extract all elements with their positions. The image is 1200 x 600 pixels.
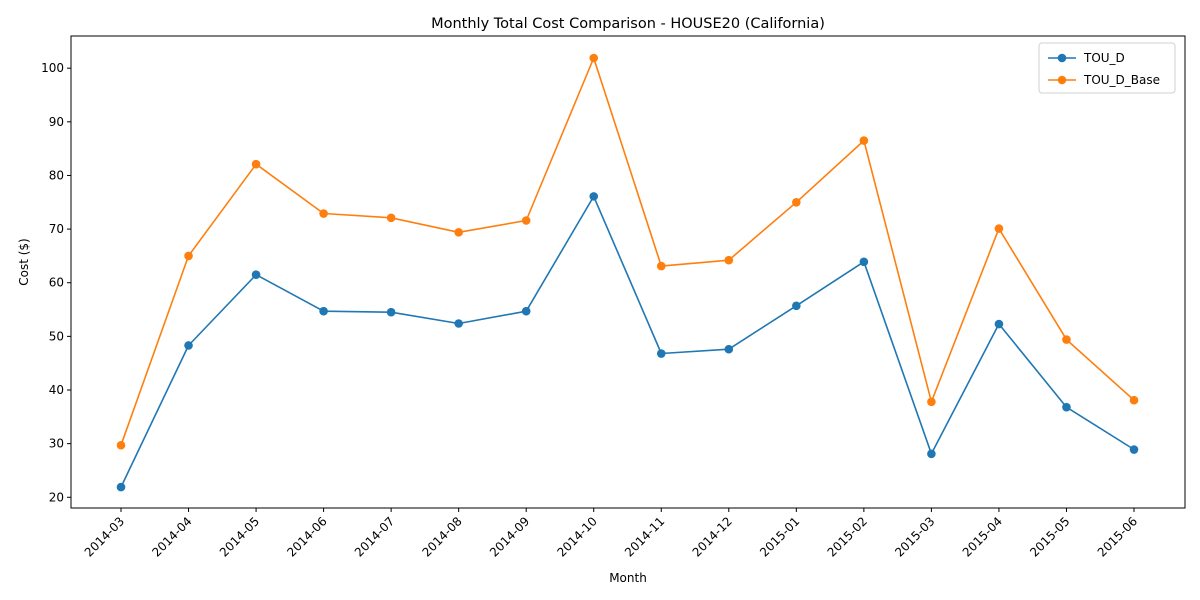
data-point-tou-d (251, 270, 261, 279)
y-tick-label: 40 (49, 383, 64, 397)
data-point-tou-d-base (927, 397, 936, 407)
data-point-tou-d (116, 482, 126, 492)
legend: TOU_D TOU_D_Base (1038, 42, 1176, 94)
data-point-tou-d (656, 349, 666, 358)
x-tick-label: 2014-07 (352, 514, 397, 559)
data-point-tou-d-base (116, 440, 126, 450)
y-tick-label: 20 (49, 490, 64, 504)
x-tick-label: 2014-06 (284, 514, 329, 559)
plot-frame (70, 35, 1186, 509)
legend-swatch-marker (1057, 53, 1067, 63)
data-point-tou-d (724, 344, 734, 354)
x-tick-label: 2015-02 (825, 514, 870, 559)
data-point-tou-d-base (792, 197, 801, 207)
x-tick-label: 2014-08 (419, 514, 464, 559)
chart-title: Monthly Total Cost Comparison - HOUSE20 … (431, 16, 825, 32)
x-tick-label: 2015-03 (892, 514, 937, 559)
x-tick-label: 2014-04 (149, 514, 194, 559)
data-point-tou-d (927, 449, 936, 459)
x-tick-label: 2014-03 (82, 514, 127, 559)
data-point-tou-d-base (724, 255, 734, 265)
legend-entry-label: TOU_D_Base (1083, 73, 1160, 87)
data-point-tou-d (184, 341, 193, 350)
data-point-tou-d-base (994, 224, 1004, 233)
y-tick-label: 80 (49, 168, 64, 182)
x-tick-label: 2014-05 (217, 514, 262, 559)
data-point-tou-d-base (386, 213, 396, 223)
data-point-tou-d (319, 306, 328, 316)
data-point-tou-d-base (251, 159, 261, 169)
data-point-tou-d-base (859, 136, 869, 145)
data-point-tou-d (859, 257, 869, 267)
x-axis-label: Month (609, 571, 647, 585)
data-point-tou-d (521, 306, 531, 316)
plot-area: 20 30 40 50 60 70 80 90 100 2014-03 2014-04 2014-05… (41, 35, 1186, 560)
x-tick-label: 2015-06 (1095, 514, 1140, 559)
x-tick-label: 2014-10 (555, 514, 600, 559)
y-tick-label: 50 (49, 329, 64, 343)
data-point-tou-d-base (1129, 395, 1139, 405)
x-tick-label: 2014-11 (622, 514, 667, 559)
data-point-tou-d (589, 192, 599, 201)
data-point-tou-d (1129, 445, 1139, 454)
data-point-tou-d (386, 307, 396, 317)
y-tick-label: 30 (49, 437, 64, 451)
x-tick-label: 2015-04 (960, 514, 1005, 559)
data-point-tou-d-base (454, 228, 463, 237)
y-tick-label: 60 (49, 276, 64, 290)
data-point-tou-d-base (521, 216, 531, 225)
x-tick-label: 2014-12 (690, 514, 735, 559)
data-point-tou-d (994, 319, 1004, 329)
data-point-tou-d-base (319, 209, 328, 218)
y-axis-label: Cost ($) (17, 238, 31, 286)
y-tick-label: 90 (49, 115, 64, 129)
y-tick-label: 70 (49, 222, 64, 236)
data-point-tou-d-base (589, 53, 599, 63)
data-point-tou-d-base (184, 251, 193, 261)
x-tick-label: 2015-01 (757, 514, 802, 559)
data-point-tou-d-base (656, 261, 666, 271)
y-tick-label: 100 (41, 61, 64, 75)
legend-swatch-marker (1057, 75, 1067, 85)
data-point-tou-d (454, 319, 463, 328)
data-point-tou-d (1062, 402, 1071, 412)
x-tick-label: 2014-09 (487, 514, 532, 559)
legend-entry-label: TOU_D (1083, 51, 1125, 65)
data-point-tou-d (792, 301, 801, 311)
x-tick-label: 2015-05 (1027, 514, 1072, 559)
data-point-tou-d-base (1062, 335, 1071, 344)
series-line-tou-d-base (120, 57, 1135, 446)
series-line-tou-d (120, 195, 1135, 488)
